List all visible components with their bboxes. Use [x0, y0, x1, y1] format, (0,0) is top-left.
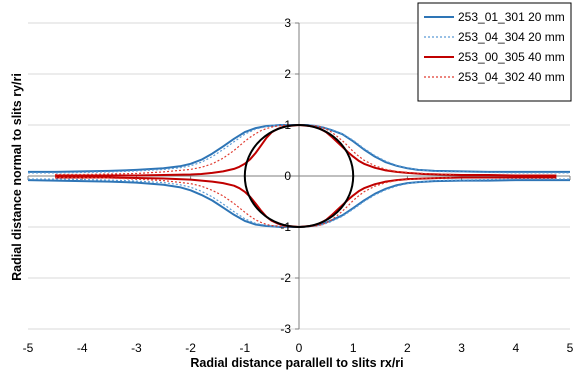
y-tick-label: -1 — [280, 220, 291, 234]
x-tick-label: 1 — [350, 341, 357, 355]
y-tick-label: 1 — [284, 118, 291, 132]
x-tick-label: 3 — [458, 341, 465, 355]
x-tick-label: -2 — [185, 341, 196, 355]
legend-label-2: 253_04_304 20 mm — [458, 30, 565, 44]
reference-circle — [243, 124, 355, 228]
legend-label-3: 253_00_305 40 mm — [458, 50, 565, 64]
y-tick-label: 0 — [284, 169, 291, 183]
y-tick-label: 2 — [284, 67, 291, 81]
x-tick-label: -4 — [77, 341, 88, 355]
x-tick-label: 2 — [404, 341, 411, 355]
x-tick-label: -5 — [23, 341, 34, 355]
x-tick-label: -3 — [131, 341, 142, 355]
legend: 253_01_301 20 mm 253_04_304 20 mm 253_00_3… — [417, 2, 572, 102]
legend-box — [417, 2, 572, 102]
y-axis-title: Radial distance normal to slits ry/ri — [10, 73, 24, 281]
tick-labels: -5 -4 -3 -2 -1 0 1 2 3 4 5 -3 -2 -1 0 1 2 3 — [23, 16, 574, 355]
x-tick-label: 0 — [296, 341, 303, 355]
y-tick-label: 3 — [284, 16, 291, 30]
legend-label-1: 253_01_301 20 mm — [458, 10, 565, 24]
y-tick-label: -2 — [280, 271, 291, 285]
legend-label-4: 253_04_302 40 mm — [458, 70, 565, 84]
y-tick-label: -3 — [280, 322, 291, 336]
x-tick-label: 4 — [512, 341, 519, 355]
x-axis-title: Radial distance parallell to slits rx/ri — [190, 356, 403, 370]
x-tick-label: -1 — [239, 341, 250, 355]
unit-circle — [243, 124, 355, 228]
x-tick-label: 5 — [567, 341, 574, 355]
